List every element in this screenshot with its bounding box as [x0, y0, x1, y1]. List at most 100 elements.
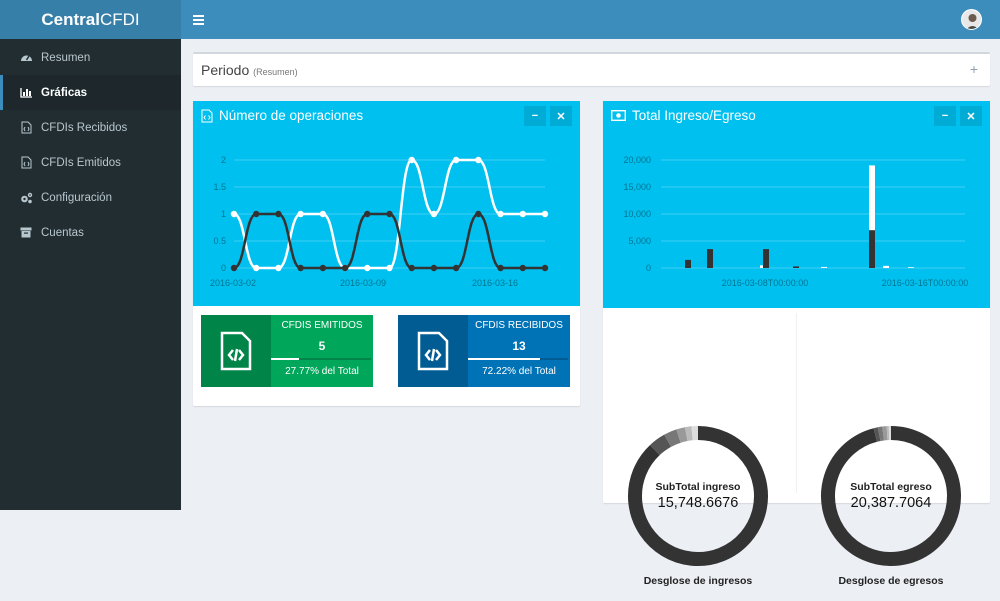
data-point	[520, 211, 526, 217]
data-point	[253, 211, 259, 217]
ingreso-egreso-bar-chart: 05,00010,00015,00020,0002016-03-08T00:00…	[603, 136, 990, 308]
desglose-egresos-caption: Desglose de egresos	[796, 575, 986, 587]
donut-slice	[879, 433, 883, 434]
y-tick-label: 0	[221, 263, 226, 273]
sidebar-item-label: CFDIs Recibidos	[41, 122, 127, 134]
donut-egresos: SubTotal egreso 20,387.7064 Desglose de …	[796, 411, 986, 601]
data-point	[542, 265, 548, 271]
user-avatar[interactable]	[961, 9, 982, 30]
bar	[763, 249, 769, 268]
subtotal-ingreso-value: 15,748.6676	[603, 495, 793, 511]
cfdis-emitidos-infobox: CFDIS EMITIDOS 5 27.77% del Total	[201, 315, 373, 387]
subtotal-ingreso-title: SubTotal ingreso	[603, 481, 793, 493]
expand-plus-icon[interactable]: +	[970, 61, 978, 77]
operaciones-title-text: Número de operaciones	[219, 108, 363, 123]
bar	[685, 260, 691, 268]
donut-slice	[679, 434, 687, 436]
recibidos-label: CFDIS RECIBIDOS	[468, 320, 570, 331]
data-point	[409, 157, 415, 163]
data-point	[542, 211, 548, 217]
data-point	[475, 211, 481, 217]
close-button[interactable]: ✕	[550, 106, 572, 126]
y-tick-label: 5,000	[628, 236, 651, 246]
y-tick-label: 1	[221, 209, 226, 219]
sidebar-item-configuracion[interactable]: Configuración	[0, 180, 181, 215]
operaciones-title: Número de operaciones	[201, 108, 363, 123]
top-navbar	[181, 0, 1000, 39]
dashboard-icon	[17, 52, 35, 63]
x-tick-label: 2016-03-02	[210, 278, 256, 288]
recibidos-count: 13	[468, 339, 570, 353]
money-icon	[611, 110, 626, 121]
bar	[707, 249, 713, 268]
emitidos-label: CFDIS EMITIDOS	[271, 320, 373, 331]
periodo-title-text: Periodo	[201, 62, 249, 78]
data-point	[231, 265, 237, 271]
collapse-button[interactable]: −	[524, 106, 546, 126]
periodo-subtitle: (Resumen)	[253, 67, 298, 77]
data-point	[386, 211, 392, 217]
periodo-title: Periodo (Resumen)	[201, 62, 298, 78]
subtotal-egreso-title: SubTotal egreso	[796, 481, 986, 493]
data-point	[320, 265, 326, 271]
bar	[908, 267, 914, 268]
collapse-button[interactable]: −	[934, 106, 956, 126]
data-point	[253, 265, 259, 271]
file-code-icon	[201, 109, 213, 123]
cogs-icon	[17, 192, 35, 204]
data-point	[386, 265, 392, 271]
sidebar-item-label: Resumen	[41, 52, 90, 64]
ingreso-egreso-title-text: Total Ingreso/Egreso	[632, 108, 756, 123]
operaciones-header: Número de operaciones − ✕ 0 0.5 1 1.5 2 2016-…	[193, 101, 580, 306]
donut-slice	[668, 436, 679, 441]
sidebar-item-cfdis-emitidos[interactable]: CFDIs Emitidos	[0, 145, 181, 180]
logo-rest: CFDI	[100, 10, 140, 30]
y-tick-label: 0.5	[213, 236, 226, 246]
file-code-icon	[17, 121, 35, 134]
ingreso-egreso-title: Total Ingreso/Egreso	[611, 108, 756, 123]
menu-toggle-icon[interactable]	[193, 12, 204, 28]
y-tick-label: 1.5	[213, 182, 226, 192]
cfdis-recibidos-infobox: CFDIS RECIBIDOS 13 72.22% del Total	[398, 315, 570, 387]
file-code-icon	[201, 315, 271, 387]
x-tick-label: 2016-03-08T00:00:00	[722, 278, 809, 288]
data-point	[297, 265, 303, 271]
bar	[869, 230, 875, 268]
close-button[interactable]: ✕	[960, 106, 982, 126]
bar-chart-icon	[17, 87, 35, 98]
operaciones-box: Número de operaciones − ✕ 0 0.5 1 1.5 2 2016-…	[193, 101, 580, 406]
data-point	[497, 211, 503, 217]
sidebar-item-label: Cuentas	[41, 227, 84, 239]
sidebar-item-graficas[interactable]: Gráficas	[0, 75, 181, 110]
y-tick-label: 2	[221, 155, 226, 165]
data-point	[231, 211, 237, 217]
data-point	[453, 265, 459, 271]
data-point	[320, 211, 326, 217]
donut-slice	[875, 434, 879, 435]
x-tick-label: 2016-03-16	[472, 278, 518, 288]
sidebar-item-cuentas[interactable]: Cuentas	[0, 215, 181, 250]
bar	[793, 266, 799, 268]
emitidos-percent: 27.77% del Total	[271, 366, 373, 377]
y-tick-label: 0	[646, 263, 651, 273]
file-code-icon	[398, 315, 468, 387]
data-point	[453, 157, 459, 163]
data-point	[342, 265, 348, 271]
emitidos-count: 5	[271, 339, 373, 353]
periodo-box: Periodo (Resumen) +	[193, 52, 990, 86]
sidebar-item-label: Gráficas	[41, 87, 87, 99]
sidebar-item-cfdis-recibidos[interactable]: CFDIs Recibidos	[0, 110, 181, 145]
logo-bold: Central	[41, 10, 100, 30]
sidebar-item-resumen[interactable]: Resumen	[0, 40, 181, 75]
bar	[821, 267, 827, 268]
data-point	[431, 211, 437, 217]
emitidos-progress-fill	[271, 358, 299, 360]
emitidos-progress-bar	[271, 358, 371, 360]
data-point	[297, 211, 303, 217]
subtotal-egreso-value: 20,387.7064	[796, 495, 986, 511]
